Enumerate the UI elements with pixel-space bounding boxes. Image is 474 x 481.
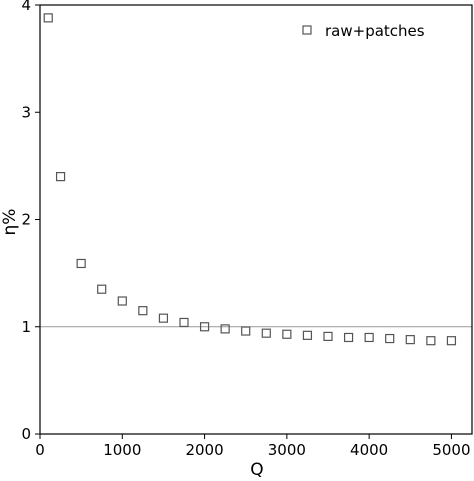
data-point — [282, 329, 292, 339]
x-axis-label: Q — [250, 460, 263, 480]
data-point — [343, 332, 354, 343]
data-point — [446, 336, 457, 346]
data-point — [323, 331, 333, 342]
data-point — [55, 172, 66, 182]
y-axis-ticks: 0 1 2 3 4 — [21, 0, 40, 443]
data-point — [426, 336, 436, 346]
y-tick-label: 0 — [21, 425, 31, 443]
data-point — [97, 284, 107, 294]
data-point — [241, 326, 251, 336]
data-point — [138, 306, 148, 316]
data-point — [302, 330, 313, 340]
data-point — [179, 317, 189, 328]
y-tick-label: 4 — [21, 0, 31, 14]
y-tick-label: 1 — [21, 318, 31, 336]
y-axis-label: η% — [0, 209, 20, 236]
data-point — [43, 13, 53, 23]
x-tick-label: 1000 — [103, 441, 141, 459]
data-point — [76, 258, 86, 269]
legend-marker — [302, 25, 312, 35]
y-tick-label: 3 — [21, 103, 31, 121]
data-point — [405, 335, 415, 345]
data-point — [220, 324, 230, 334]
x-tick-label: 4000 — [350, 441, 388, 459]
data-point — [364, 332, 374, 343]
data-points — [43, 13, 457, 346]
legend: raw+patches — [302, 22, 425, 40]
legend-label: raw+patches — [325, 22, 425, 40]
y-tick-label: 2 — [21, 211, 31, 229]
x-tick-label: 2000 — [185, 441, 223, 459]
plot-frame — [39, 4, 473, 435]
x-tick-label: 3000 — [268, 441, 306, 459]
data-point — [158, 313, 169, 323]
x-tick-label: 5000 — [432, 441, 470, 459]
x-axis-ticks: 0 1000 2000 3000 4000 5000 — [35, 434, 471, 459]
data-point — [385, 333, 395, 344]
data-point — [261, 328, 271, 338]
x-tick-label: 0 — [35, 441, 45, 459]
data-point — [199, 322, 210, 332]
plot-area — [39, 4, 473, 435]
data-point — [117, 296, 127, 306]
